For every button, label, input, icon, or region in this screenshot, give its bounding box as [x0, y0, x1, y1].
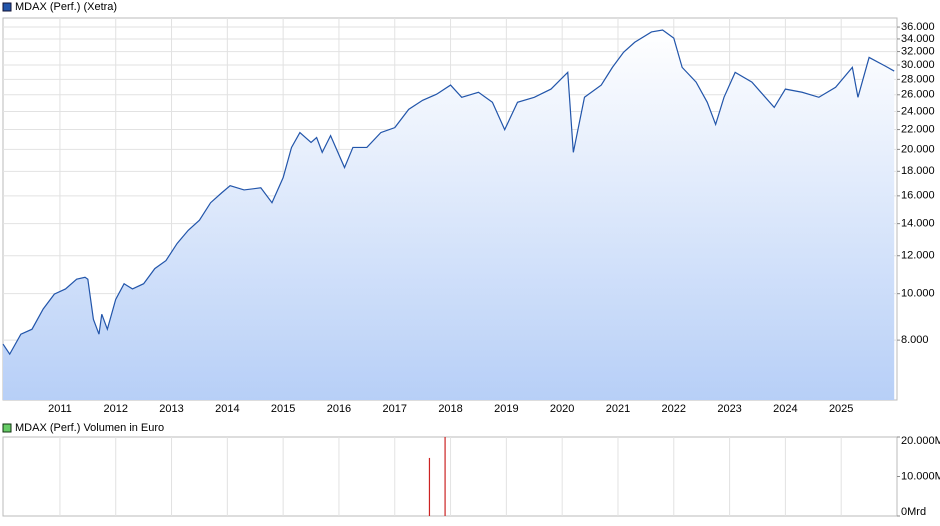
x-tick-label: 2022: [662, 403, 686, 415]
y-tick-label: 16.000: [901, 190, 935, 202]
line: [2, 29, 895, 356]
y-tick-label: 10.000M: [901, 470, 940, 482]
x-tick-label: 2012: [103, 403, 127, 415]
y-tick-label: 24.000: [901, 105, 935, 117]
y-tick-label: 30.000: [901, 59, 935, 71]
plot-frame: [2, 436, 898, 517]
x-tick-label: 2013: [159, 403, 183, 415]
legend-label: MDAX (Perf.) (Xetra): [15, 1, 117, 13]
y-tick-label: 0Mrd: [901, 506, 926, 518]
legend-label: MDAX (Perf.) Volumen in Euro: [15, 422, 164, 434]
y-tick-label: 32.000: [901, 45, 935, 57]
x-tick-label: 2021: [606, 403, 630, 415]
y-tick-label: 18.000: [901, 165, 935, 177]
x-tick-label: 2024: [773, 403, 797, 415]
y-tick-label: 26.000: [901, 89, 935, 101]
y-tick-label: 20.000: [901, 143, 935, 155]
x-tick-label: 2020: [550, 403, 574, 415]
x-tick-label: 2023: [717, 403, 741, 415]
area: [3, 30, 895, 400]
y-tick-label: 10.000: [901, 288, 935, 300]
x-tick-label: 2011: [48, 403, 72, 415]
x-tick-label: 2015: [271, 403, 295, 415]
y-tick-label: 20.000M: [901, 435, 940, 447]
x-tick-label: 2025: [829, 403, 853, 415]
legend-swatch: [2, 2, 12, 12]
y-tick-label: 12.000: [901, 250, 935, 262]
y-tick-label: 8.000: [901, 334, 929, 346]
y-tick-label: 22.000: [901, 123, 935, 135]
legend-swatch: [2, 423, 12, 433]
y-tick-label: 28.000: [901, 73, 935, 85]
x-tick-label: 2017: [383, 403, 407, 415]
bar: [428, 457, 431, 516]
x-tick-label: 2018: [438, 403, 462, 415]
x-tick-label: 2014: [215, 403, 239, 415]
y-tick-label: 14.000: [901, 218, 935, 230]
y-tick-label: 34.000: [901, 33, 935, 45]
x-tick-label: 2016: [327, 403, 351, 415]
x-tick-label: 2019: [494, 403, 518, 415]
y-tick-label: 36.000: [901, 21, 935, 33]
bar: [444, 437, 446, 516]
